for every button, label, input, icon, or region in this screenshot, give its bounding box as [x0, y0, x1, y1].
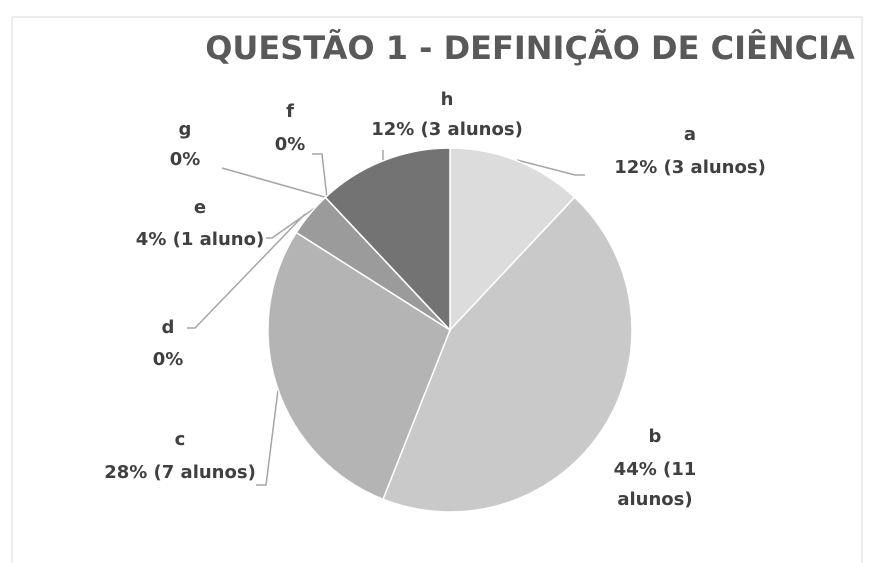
data-label-line: 44% (11: [614, 459, 697, 480]
category-label: b: [649, 426, 662, 447]
category-label: h: [441, 89, 454, 110]
data-label: 28% (7 alunos): [104, 462, 256, 483]
leader-line: [516, 159, 585, 176]
leader-line: [187, 213, 306, 329]
leader-line: [266, 202, 323, 239]
category-label: d: [162, 317, 175, 338]
pie-slice: [449, 147, 576, 332]
data-label: 4% (1 aluno): [136, 229, 264, 250]
leader-line: [221, 167, 329, 199]
category-label: c: [175, 429, 186, 450]
category-label: f: [286, 101, 294, 122]
data-label: 0%: [153, 349, 184, 370]
leader-line: [256, 389, 279, 486]
chart-title: QUESTÃO 1 - DEFINIÇÃO DE CIÊNCIA: [205, 29, 855, 67]
data-label: 44% (11 alunos): [614, 459, 697, 510]
pie-slice: [382, 196, 633, 513]
category-label: e: [194, 197, 206, 218]
data-label: 0%: [275, 134, 306, 155]
category-label: g: [179, 119, 192, 140]
pie-slice: [324, 147, 451, 332]
leader-line: [312, 153, 328, 199]
leader-lines: [187, 150, 585, 486]
data-label: 12% (3 alunos): [371, 119, 523, 140]
category-label: a: [684, 124, 696, 145]
data-label-line: alunos): [617, 489, 692, 510]
data-label: 0%: [170, 149, 201, 170]
data-label: 12% (3 alunos): [614, 157, 766, 178]
pie-slice: [267, 231, 451, 501]
